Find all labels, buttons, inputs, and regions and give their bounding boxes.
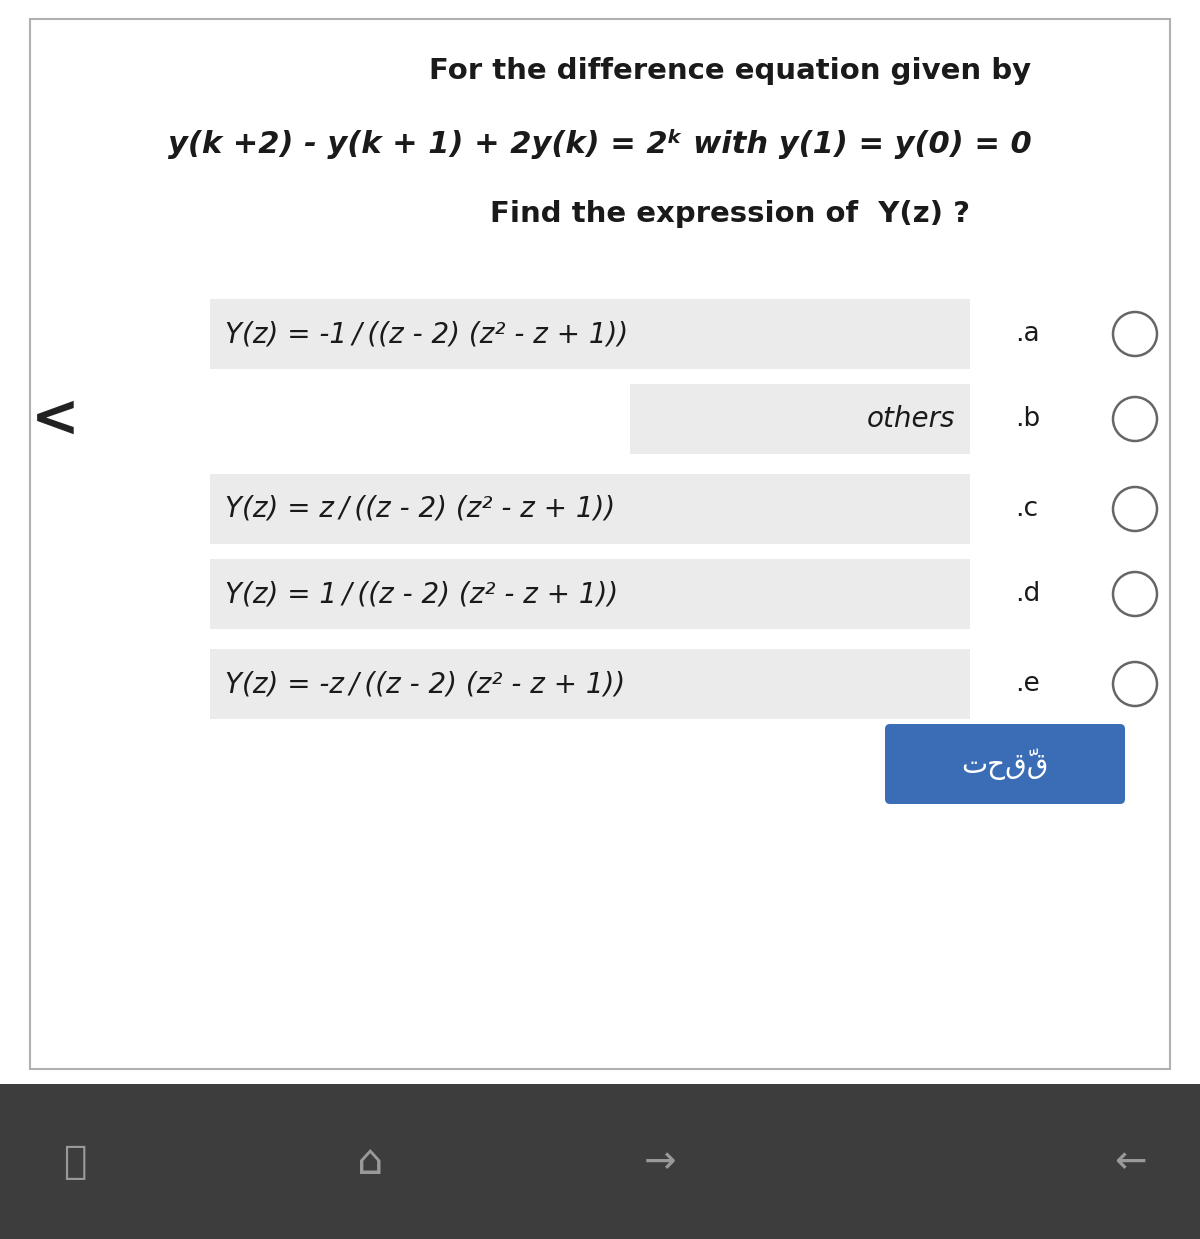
Text: Y(z) = 1 / ((z - 2) (z² - z + 1)): Y(z) = 1 / ((z - 2) (z² - z + 1)): [226, 580, 618, 608]
Text: .d: .d: [1015, 581, 1040, 607]
FancyBboxPatch shape: [0, 1084, 1200, 1239]
Text: ⌂: ⌂: [356, 1141, 383, 1183]
FancyBboxPatch shape: [886, 724, 1126, 804]
Text: For the difference equation given by: For the difference equation given by: [428, 57, 1031, 85]
FancyBboxPatch shape: [210, 299, 970, 369]
Text: .a: .a: [1015, 321, 1039, 347]
Text: ⧉: ⧉: [64, 1144, 86, 1181]
Text: .b: .b: [1015, 406, 1040, 432]
Text: .e: .e: [1015, 672, 1039, 698]
Text: Y(z) = z / ((z - 2) (z² - z + 1)): Y(z) = z / ((z - 2) (z² - z + 1)): [226, 496, 616, 523]
Text: Find the expression of  Y(z) ?: Find the expression of Y(z) ?: [490, 199, 970, 228]
Text: y(k +2) - y(k + 1) + 2y(k) = 2ᵏ with y(1) = y(0) = 0: y(k +2) - y(k + 1) + 2y(k) = 2ᵏ with y(1…: [168, 129, 1032, 159]
FancyBboxPatch shape: [210, 559, 970, 629]
Text: .c: .c: [1015, 496, 1038, 522]
FancyBboxPatch shape: [630, 384, 970, 453]
Text: others: others: [866, 405, 955, 432]
Text: Y(z) = -1 / ((z - 2) (z² - z + 1)): Y(z) = -1 / ((z - 2) (z² - z + 1)): [226, 320, 629, 348]
Text: تحقّق: تحقّق: [961, 748, 1049, 779]
FancyBboxPatch shape: [210, 475, 970, 544]
Text: <: <: [30, 390, 79, 447]
Text: Y(z) = -z / ((z - 2) (z² - z + 1)): Y(z) = -z / ((z - 2) (z² - z + 1)): [226, 670, 625, 698]
FancyBboxPatch shape: [210, 649, 970, 719]
Text: ←: ←: [1114, 1144, 1146, 1181]
FancyBboxPatch shape: [30, 19, 1170, 1069]
Text: →: →: [643, 1144, 677, 1181]
